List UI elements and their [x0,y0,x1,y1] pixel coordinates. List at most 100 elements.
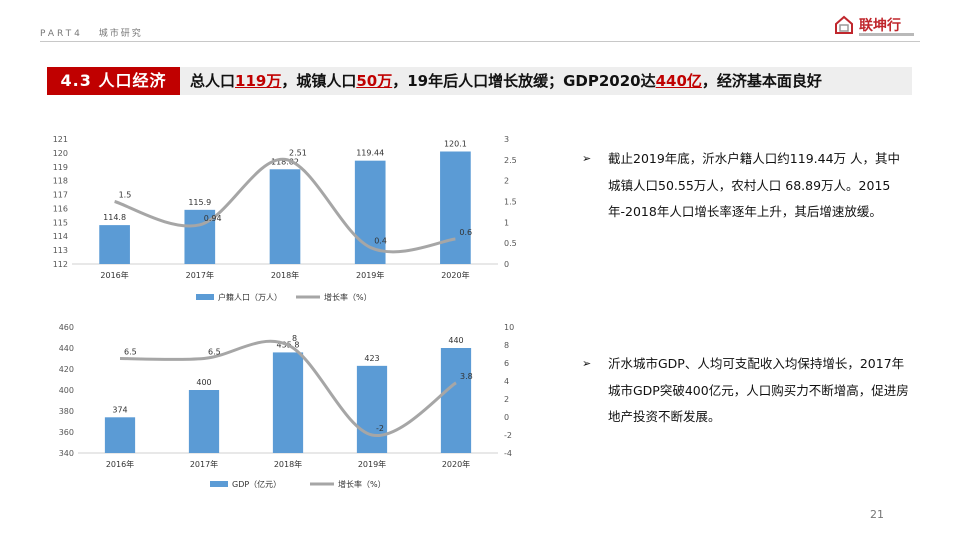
y-right-tick-label: 1.5 [504,198,517,207]
y-left-tick-label: 119 [53,163,68,172]
growth-rate-line [114,157,456,254]
x-tick-label: 2017年 [186,270,214,280]
bar-value-label: 114.8 [103,213,126,222]
headline-text: 总人口 [190,72,236,90]
bar-value-label: 118.82 [271,157,299,166]
y-left-tick-label: 440 [59,344,74,353]
bullet-arrow-icon: ➢ [582,357,592,370]
headline-text: ，经济基本面良好 [701,72,822,90]
y-left-tick-label: 117 [53,191,68,200]
x-tick-label: 2018年 [274,459,302,469]
line-value-label: 8 [292,334,297,343]
x-tick-label: 2019年 [356,270,384,280]
bar [269,169,301,264]
gdp-chart: 340 360 380 400 420 440 460 -4 -2 0 2 4 6 8 10 374 2016年… [59,323,514,489]
legend-bar-label: 户籍人口（万人） [218,292,282,302]
bar-value-label: 115.9 [188,198,211,207]
bullet-gdp: ➢ 沂水城市GDP、人均可支配收入均保持增长，2017年城市GDP突破400亿元… [582,351,912,431]
bar [440,151,471,264]
bar-value-label: 400 [196,378,211,387]
y-left-tick-label: 112 [53,260,68,269]
x-tick-label: 2016年 [100,270,128,280]
headline-highlight: 119万 [235,72,282,90]
growth-rate-line [119,339,457,437]
y-right-tick-label: 0 [504,413,509,422]
y-right-tick-label: 10 [504,323,514,332]
x-tick-label: 2016年 [106,459,134,469]
bar-value-label: 120.1 [444,140,467,149]
headline-text: ，19年后人口增长放缓；GDP2020达 [392,72,656,90]
y-left-tick-label: 460 [59,323,74,332]
line-value-label: 3.8 [460,372,473,381]
bar [440,348,472,453]
population-chart: 112 113 114 115 116 117 118 119 120 121 0 0.5 1 1.5 2 2… [53,135,517,302]
line-value-label: 2.51 [289,148,307,157]
x-tick-label: 2019年 [358,459,386,469]
line-value-label: -2 [376,424,384,433]
x-tick-label: 2018年 [271,270,299,280]
bar-value-label: 440 [448,336,463,345]
bar-value-label: 423 [364,354,379,363]
part-number: PART4 [40,29,83,39]
y-left-tick-label: 120 [53,149,68,158]
bar-value-label: 119.44 [356,149,384,158]
legend-bar-label: GDP（亿元） [232,479,281,489]
headline-band [180,67,912,95]
y-right-tick-label: 2.5 [504,156,517,165]
y-left-tick-label: 118 [53,177,68,186]
logo-tagline-bar [859,33,914,36]
y-right-tick-label: 0.5 [504,239,517,248]
bar [272,352,304,453]
section-name: 城市研究 [98,29,143,39]
bar [188,390,220,453]
line-value-label: 6.5 [208,348,221,357]
y-left-tick-label: 340 [59,449,74,458]
bullet-text: 沂水城市GDP、人均可支配收入均保持增长，2017年城市GDP突破400亿元，人… [608,356,909,424]
x-tick-label: 2020年 [441,270,469,280]
y-right-tick-label: -2 [504,431,512,440]
header-divider [40,41,920,42]
bar [99,225,130,264]
x-tick-label: 2017年 [190,459,218,469]
y-right-tick-label: 3 [504,135,509,144]
y-left-tick-label: 113 [53,246,68,255]
line-value-label: 0.6 [459,228,472,237]
legend-bar-swatch [210,481,228,487]
line-value-label: 0.94 [204,214,222,223]
legend-bar-swatch [196,294,214,300]
company-logo: 联坤行 [834,13,916,39]
bullet-arrow-icon: ➢ [582,152,592,165]
headline: 总人口119万，城镇人口50万，19年后人口增长放缓；GDP2020达440亿，… [190,67,822,95]
y-left-tick-label: 121 [53,135,68,144]
headline-text: ，城镇人口 [281,72,357,90]
y-right-tick-label: 2 [504,395,509,404]
y-left-tick-label: 115 [53,218,68,227]
y-left-tick-label: 400 [59,386,74,395]
y-right-tick-label: 4 [504,377,509,386]
y-right-tick-label: 0 [504,260,509,269]
bar [104,417,136,453]
y-left-tick-label: 360 [59,428,74,437]
headline-highlight: 50万 [356,72,393,90]
y-right-tick-label: 2 [504,177,509,186]
bullet-population: ➢ 截止2019年底，沂水户籍人口约119.44万 人，其中城镇人口50.55万… [582,146,912,226]
y-left-tick-label: 114 [53,232,68,241]
bar [356,365,388,453]
page-number: 21 [870,508,884,521]
y-left-tick-label: 420 [59,365,74,374]
part-label: PART4 城市研究 [40,26,143,39]
y-right-tick-label: -4 [504,449,512,458]
bullet-text: 截止2019年底，沂水户籍人口约119.44万 人，其中城镇人口50.55万人，… [608,151,901,219]
y-right-tick-label: 1 [504,218,509,227]
logo-text: 联坤行 [859,18,901,34]
line-value-label: 1.5 [119,191,132,200]
y-left-tick-label: 380 [59,407,74,416]
y-left-tick-label: 116 [53,204,68,213]
legend-line-label: 增长率（%） [324,292,372,302]
y-right-tick-label: 8 [504,341,509,350]
headline-highlight: 440亿 [655,72,702,90]
y-right-tick-label: 6 [504,359,509,368]
line-value-label: 0.4 [374,236,387,245]
line-value-label: 6.5 [124,348,137,357]
x-tick-label: 2020年 [442,459,470,469]
